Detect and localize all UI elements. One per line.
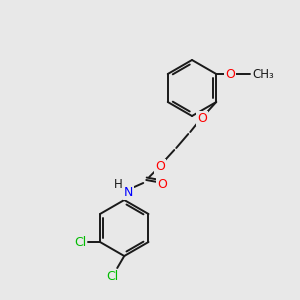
Text: Cl: Cl — [74, 236, 86, 248]
Text: Cl: Cl — [106, 269, 118, 283]
Text: H: H — [114, 178, 123, 190]
Text: O: O — [157, 178, 167, 190]
Text: CH₃: CH₃ — [252, 68, 274, 80]
Text: O: O — [155, 160, 165, 172]
Text: N: N — [124, 185, 133, 199]
Text: O: O — [225, 68, 235, 80]
Text: O: O — [197, 112, 207, 124]
